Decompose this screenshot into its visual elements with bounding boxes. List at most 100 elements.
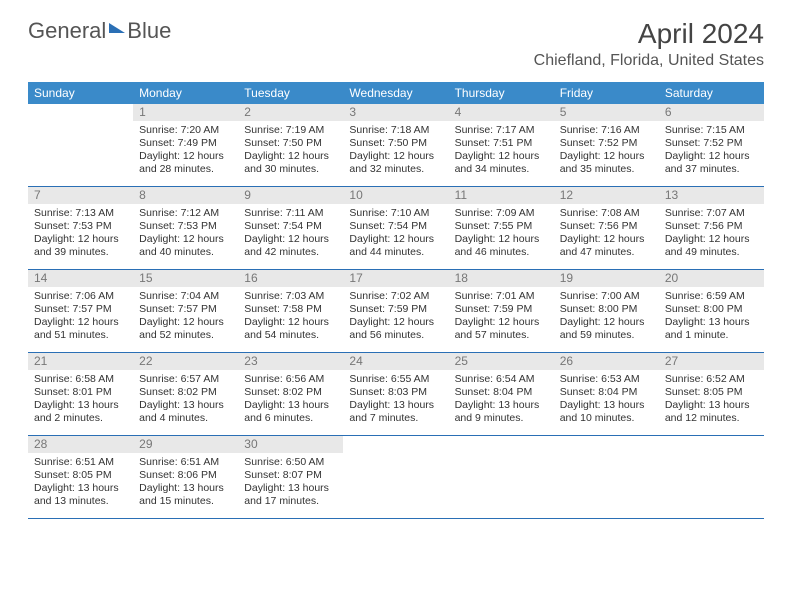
day-number: 26 — [554, 353, 659, 370]
day-number: 19 — [554, 270, 659, 287]
calendar-day: 24Sunrise: 6:55 AMSunset: 8:03 PMDayligh… — [343, 353, 448, 435]
sunrise-text: Sunrise: 7:13 AM — [34, 207, 127, 220]
daylight-text: Daylight: 12 hours and 56 minutes. — [349, 316, 442, 342]
daylight-text: Daylight: 12 hours and 54 minutes. — [244, 316, 337, 342]
day-number: 25 — [449, 353, 554, 370]
calendar-day: 17Sunrise: 7:02 AMSunset: 7:59 PMDayligh… — [343, 270, 448, 352]
day-number: 14 — [28, 270, 133, 287]
calendar-day: 22Sunrise: 6:57 AMSunset: 8:02 PMDayligh… — [133, 353, 238, 435]
daylight-text: Daylight: 12 hours and 46 minutes. — [455, 233, 548, 259]
sunrise-text: Sunrise: 6:58 AM — [34, 373, 127, 386]
sunrise-text: Sunrise: 7:17 AM — [455, 124, 548, 137]
daylight-text: Daylight: 13 hours and 2 minutes. — [34, 399, 127, 425]
sunset-text: Sunset: 8:02 PM — [244, 386, 337, 399]
sunrise-text: Sunrise: 6:51 AM — [139, 456, 232, 469]
calendar-day-empty — [449, 436, 554, 518]
calendar-day: 27Sunrise: 6:52 AMSunset: 8:05 PMDayligh… — [659, 353, 764, 435]
sunset-text: Sunset: 8:07 PM — [244, 469, 337, 482]
sunrise-text: Sunrise: 6:56 AM — [244, 373, 337, 386]
sunset-text: Sunset: 8:06 PM — [139, 469, 232, 482]
daylight-text: Daylight: 12 hours and 42 minutes. — [244, 233, 337, 259]
day-number: 16 — [238, 270, 343, 287]
calendar-day: 3Sunrise: 7:18 AMSunset: 7:50 PMDaylight… — [343, 104, 448, 186]
sunset-text: Sunset: 7:56 PM — [560, 220, 653, 233]
sunrise-text: Sunrise: 6:59 AM — [665, 290, 758, 303]
sunrise-text: Sunrise: 7:20 AM — [139, 124, 232, 137]
calendar-day: 28Sunrise: 6:51 AMSunset: 8:05 PMDayligh… — [28, 436, 133, 518]
calendar-day: 26Sunrise: 6:53 AMSunset: 8:04 PMDayligh… — [554, 353, 659, 435]
sunset-text: Sunset: 7:55 PM — [455, 220, 548, 233]
logo-triangle-icon — [109, 23, 125, 33]
calendar-day-empty — [28, 104, 133, 186]
calendar-day: 9Sunrise: 7:11 AMSunset: 7:54 PMDaylight… — [238, 187, 343, 269]
calendar-day-empty — [343, 436, 448, 518]
day-number: 18 — [449, 270, 554, 287]
calendar-day: 29Sunrise: 6:51 AMSunset: 8:06 PMDayligh… — [133, 436, 238, 518]
sunrise-text: Sunrise: 7:01 AM — [455, 290, 548, 303]
calendar-week: 7Sunrise: 7:13 AMSunset: 7:53 PMDaylight… — [28, 187, 764, 270]
daylight-text: Daylight: 13 hours and 10 minutes. — [560, 399, 653, 425]
day-number: 5 — [554, 104, 659, 121]
daylight-text: Daylight: 12 hours and 57 minutes. — [455, 316, 548, 342]
weekday-label: Tuesday — [238, 82, 343, 104]
day-number: 7 — [28, 187, 133, 204]
daylight-text: Daylight: 12 hours and 44 minutes. — [349, 233, 442, 259]
day-number: 15 — [133, 270, 238, 287]
calendar-day: 21 Sunrise: 6:58 AMSunset: 8:01 PMDayligh… — [28, 353, 133, 435]
sunset-text: Sunset: 7:59 PM — [349, 303, 442, 316]
sunrise-text: Sunrise: 6:57 AM — [139, 373, 232, 386]
header: General Blue April 2024 Chiefland, Flori… — [0, 0, 792, 74]
calendar-day: 8Sunrise: 7:12 AMSunset: 7:53 PMDaylight… — [133, 187, 238, 269]
logo: General Blue — [28, 18, 171, 44]
daylight-text: Daylight: 13 hours and 17 minutes. — [244, 482, 337, 508]
day-number: 24 — [343, 353, 448, 370]
daylight-text: Daylight: 12 hours and 47 minutes. — [560, 233, 653, 259]
location-label: Chiefland, Florida, United States — [534, 52, 764, 70]
sunrise-text: Sunrise: 7:06 AM — [34, 290, 127, 303]
calendar-day: 16Sunrise: 7:03 AMSunset: 7:58 PMDayligh… — [238, 270, 343, 352]
sunset-text: Sunset: 7:57 PM — [139, 303, 232, 316]
sunset-text: Sunset: 7:56 PM — [665, 220, 758, 233]
calendar-day: 14Sunrise: 7:06 AMSunset: 7:57 PMDayligh… — [28, 270, 133, 352]
weekday-label: Wednesday — [343, 82, 448, 104]
sunset-text: Sunset: 7:49 PM — [139, 137, 232, 150]
day-number: 1 — [133, 104, 238, 121]
daylight-text: Daylight: 12 hours and 34 minutes. — [455, 150, 548, 176]
day-number: 28 — [28, 436, 133, 453]
sunrise-text: Sunrise: 7:00 AM — [560, 290, 653, 303]
day-number: 30 — [238, 436, 343, 453]
day-number: 23 — [238, 353, 343, 370]
sunset-text: Sunset: 8:00 PM — [665, 303, 758, 316]
sunset-text: Sunset: 8:00 PM — [560, 303, 653, 316]
sunset-text: Sunset: 7:53 PM — [139, 220, 232, 233]
daylight-text: Daylight: 12 hours and 35 minutes. — [560, 150, 653, 176]
day-number: 3 — [343, 104, 448, 121]
page-title: April 2024 — [534, 18, 764, 50]
sunrise-text: Sunrise: 7:04 AM — [139, 290, 232, 303]
calendar-day: 30Sunrise: 6:50 AMSunset: 8:07 PMDayligh… — [238, 436, 343, 518]
day-number: 2 — [238, 104, 343, 121]
day-number: 13 — [659, 187, 764, 204]
daylight-text: Daylight: 12 hours and 49 minutes. — [665, 233, 758, 259]
sunset-text: Sunset: 7:58 PM — [244, 303, 337, 316]
daylight-text: Daylight: 12 hours and 37 minutes. — [665, 150, 758, 176]
calendar: SundayMondayTuesdayWednesdayThursdayFrid… — [28, 82, 764, 519]
weekday-label: Thursday — [449, 82, 554, 104]
day-number: 4 — [449, 104, 554, 121]
day-number: 17 — [343, 270, 448, 287]
sunset-text: Sunset: 7:53 PM — [34, 220, 127, 233]
daylight-text: Daylight: 13 hours and 4 minutes. — [139, 399, 232, 425]
weekday-label: Friday — [554, 82, 659, 104]
weekday-label: Monday — [133, 82, 238, 104]
day-number: 11 — [449, 187, 554, 204]
daylight-text: Daylight: 12 hours and 30 minutes. — [244, 150, 337, 176]
sunset-text: Sunset: 7:52 PM — [665, 137, 758, 150]
calendar-day: 6Sunrise: 7:15 AMSunset: 7:52 PMDaylight… — [659, 104, 764, 186]
sunrise-text: Sunrise: 6:54 AM — [455, 373, 548, 386]
sunrise-text: Sunrise: 7:15 AM — [665, 124, 758, 137]
sunset-text: Sunset: 7:54 PM — [244, 220, 337, 233]
calendar-day: 2Sunrise: 7:19 AMSunset: 7:50 PMDaylight… — [238, 104, 343, 186]
sunrise-text: Sunrise: 7:07 AM — [665, 207, 758, 220]
day-number: 21 — [28, 353, 133, 370]
sunset-text: Sunset: 8:01 PM — [34, 386, 127, 399]
